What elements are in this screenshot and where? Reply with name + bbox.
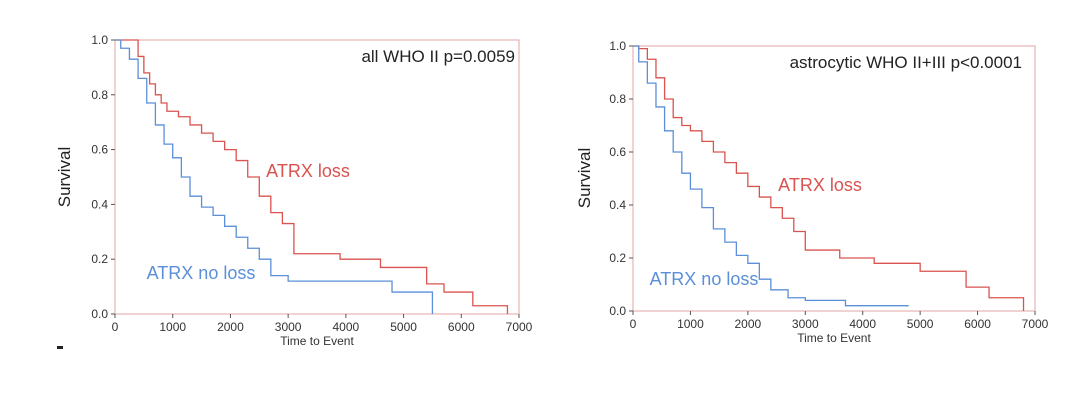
x-tick-label: 0 (630, 317, 637, 331)
series-label-atrx-no-loss: ATRX no loss (650, 269, 759, 289)
x-tick-label: 3000 (792, 317, 819, 331)
chart-title: all WHO II p=0.0059 (361, 47, 515, 66)
chart-title: astrocytic WHO II+III p<0.0001 (790, 53, 1022, 72)
y-tick-label: 0.4 (609, 198, 626, 212)
series-line-atrx-no-loss (633, 45, 909, 307)
plot-frame (632, 45, 1036, 312)
x-tick-label: 4000 (849, 317, 876, 331)
series-line-atrx-loss (115, 39, 509, 314)
stray-dash-mark (57, 346, 63, 349)
x-tick-label: 1000 (677, 317, 704, 331)
y-tick-label: 0.8 (91, 88, 108, 102)
x-axis-label: Time to Event (280, 334, 354, 348)
y-tick-label: 0.0 (609, 304, 626, 318)
y-tick-label: 0.6 (91, 143, 108, 157)
y-axis-label: Survival (575, 148, 594, 208)
x-tick-label: 1000 (159, 320, 186, 334)
x-tick-label: 5000 (390, 320, 417, 334)
series-line-atrx-no-loss (115, 39, 434, 314)
x-tick-label: 3000 (275, 320, 302, 334)
series-label-atrx-no-loss: ATRX no loss (147, 263, 256, 283)
x-tick-label: 2000 (217, 320, 244, 334)
x-tick-label: 2000 (735, 317, 762, 331)
survival-chart-who-ii: 0 1000 2000 3000 4000 5000 6000 7000 0.0 0.2 0.4 0.… (55, 33, 533, 348)
survival-chart-astrocytic: 0 1000 2000 3000 4000 5000 6000 7000 0.0 0.2 0.4 0.… (575, 39, 1049, 345)
x-tick-label: 4000 (333, 320, 360, 334)
x-tick-label: 7000 (506, 320, 533, 334)
y-tick-label: 0.6 (609, 145, 626, 159)
y-axis-label: Survival (55, 147, 74, 207)
x-tick-label: 5000 (907, 317, 934, 331)
series-label-atrx-loss: ATRX loss (778, 175, 862, 195)
x-tick-label: 6000 (448, 320, 475, 334)
x-axis-label: Time to Event (797, 331, 871, 345)
y-tick-label: 0.8 (609, 92, 626, 106)
x-tick-label: 7000 (1022, 317, 1049, 331)
y-tick-label: 0.2 (91, 252, 108, 266)
x-tick-label: 6000 (964, 317, 991, 331)
y-tick-label: 1.0 (609, 39, 626, 53)
series-label-atrx-loss: ATRX loss (266, 161, 350, 181)
y-tick-label: 1.0 (91, 33, 108, 47)
y-tick-label: 0.4 (91, 197, 108, 211)
series-line-atrx-loss (633, 45, 1025, 311)
x-tick-label: 0 (112, 320, 119, 334)
y-tick-label: 0.0 (91, 307, 108, 321)
y-tick-label: 0.2 (609, 251, 626, 265)
